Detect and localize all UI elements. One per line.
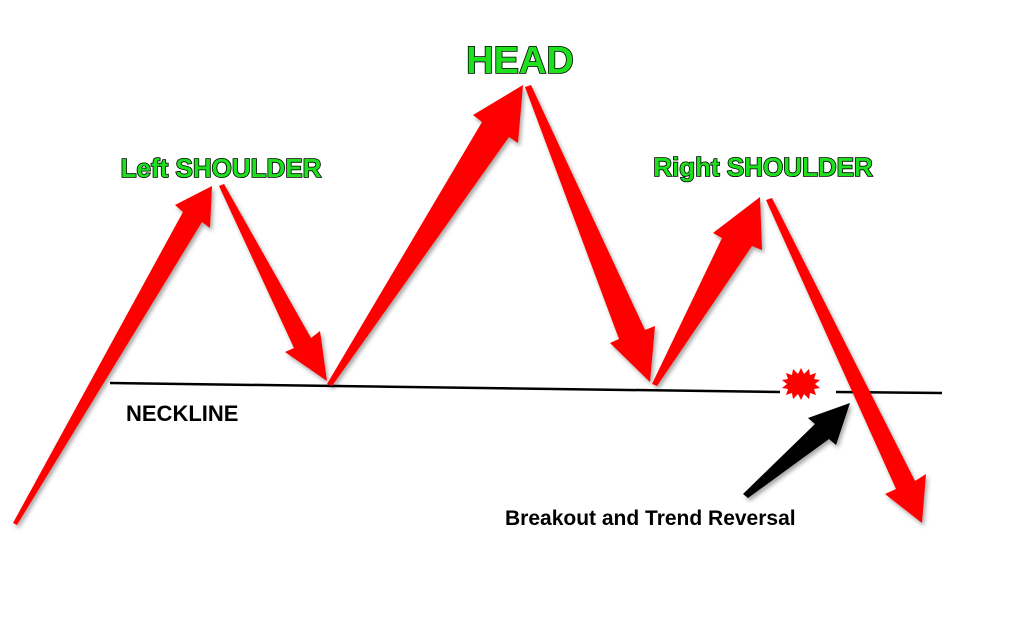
trend-arrow-down-2 xyxy=(525,85,655,382)
trend-arrow-down-1 xyxy=(219,184,327,381)
breakout-pointer-arrow xyxy=(743,403,850,498)
neckline-segment-left xyxy=(109,381,781,394)
right-shoulder-label: Right SHOULDER xyxy=(653,152,873,182)
trend-arrow-down-3 xyxy=(766,198,926,523)
head-label: HEAD xyxy=(466,40,574,82)
neckline-segment-right xyxy=(835,390,943,395)
trend-arrow-up-3 xyxy=(652,197,762,386)
price-path xyxy=(13,85,926,525)
trend-arrow-up-2 xyxy=(327,85,523,386)
neckline-label: NECKLINE xyxy=(126,401,238,426)
trend-arrow-up-1 xyxy=(13,186,212,525)
breakout-label: Breakout and Trend Reversal xyxy=(505,507,796,530)
breakout-marker-icon xyxy=(782,368,820,400)
left-shoulder-label: Left SHOULDER xyxy=(121,153,322,183)
